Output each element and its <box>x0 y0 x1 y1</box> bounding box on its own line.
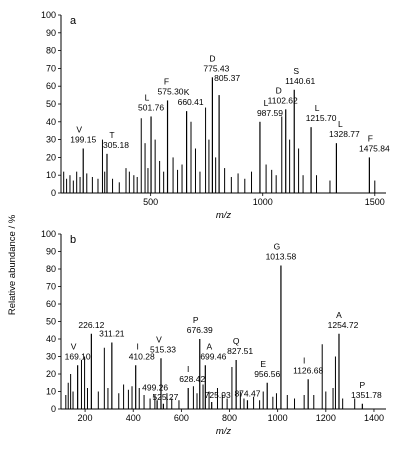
peak-ion-label: S <box>293 66 299 76</box>
peak-mz-label: 987.59 <box>257 108 283 118</box>
peak-ion-label: I <box>187 364 189 374</box>
y-tick-label: 70 <box>46 282 56 292</box>
peak-ion-label: D <box>276 85 282 95</box>
peak-ion-label: P <box>193 315 199 325</box>
panel-a-spectrum: 0 10 20 30 40 50 60 70 80 90 100 500 1000 1500 m/z a 199… <box>41 10 390 221</box>
x-tick-label: 600 <box>174 413 189 423</box>
peak-mz-label: 1475.84 <box>359 143 390 153</box>
y-tick-label: 50 <box>46 99 56 109</box>
peak-ion-label: F <box>368 133 373 143</box>
y-tick-label: 100 <box>41 10 56 20</box>
y-tick-label: 80 <box>46 46 56 56</box>
peak-mz-label: 1102.62 <box>268 95 298 105</box>
peak-mz-label: 1328.77 <box>329 129 360 139</box>
peak-ion-label: Q <box>233 336 240 346</box>
peak-mz-label: 1254.72 <box>328 320 359 330</box>
y-tick-label: 20 <box>46 369 56 379</box>
peak-ion-label: A <box>336 310 342 320</box>
peak-ion-label: A <box>206 341 212 351</box>
peak-mz-label: 515.33 <box>150 344 176 354</box>
peak-mz-label: 827.51 <box>227 346 253 356</box>
y-axis-title: Relative abundance / % <box>7 214 18 315</box>
peak-ion-label: G <box>274 242 281 252</box>
x-tick-label: 400 <box>126 413 141 423</box>
y-tick-label: 90 <box>46 247 56 257</box>
peak-mz-label: 410.28 <box>129 351 155 361</box>
peak-ion-label: K <box>184 87 190 97</box>
panel-b-spectrum: 0 10 20 30 40 50 60 70 80 90 100 200 400 600 800 1000 12… <box>41 229 386 437</box>
y-tick-label: 0 <box>51 404 56 414</box>
peak-mz-label: 169.10 <box>65 351 91 361</box>
peak-mz-label: 311.21 <box>99 329 125 339</box>
y-tick-label: 0 <box>51 188 56 198</box>
peak-ion-label: L <box>338 119 343 129</box>
peak-ion-label: I <box>303 355 305 365</box>
x-tick-label: 1500 <box>365 197 385 207</box>
peak-ion-label: L <box>264 98 269 108</box>
y-tick-label: 40 <box>46 334 56 344</box>
x-tick-label: 200 <box>78 413 93 423</box>
x-tick-label: 500 <box>143 197 158 207</box>
peak-ion-label: L <box>315 103 320 113</box>
peak-mz-label: 1351.78 <box>351 390 382 400</box>
y-tick-label: 30 <box>46 352 56 362</box>
peak-ion-label: T <box>109 130 114 140</box>
peak-mz-label: 499.26 <box>142 382 168 392</box>
peak-mz-label: 725.93 <box>205 390 231 400</box>
peak-mz-label: 525.27 <box>152 392 178 402</box>
peak-mz-label: 305.18 <box>103 140 129 150</box>
x-tick-label: 1000 <box>253 197 273 207</box>
peak-ion-label: D <box>209 53 215 63</box>
peak-ion-label: F <box>164 76 169 86</box>
peak-ion-label: V <box>76 125 82 135</box>
y-tick-label: 90 <box>46 28 56 38</box>
peak-mz-label: 805.37 <box>214 73 240 83</box>
peak-ion-label: E <box>260 359 266 369</box>
y-tick-label: 100 <box>41 229 56 239</box>
peak-mz-label: 501.76 <box>138 102 164 112</box>
peak-ion-label: V <box>156 334 162 344</box>
peak-mz-label: 199.15 <box>70 135 96 145</box>
x-tick-label: 800 <box>222 413 237 423</box>
peak-ion-label: P <box>360 380 366 390</box>
peak-mz-label: 660.41 <box>178 97 204 107</box>
peak-mz-label: 628.42 <box>179 374 205 384</box>
peak-mz-label: 575.30 <box>158 86 184 96</box>
x-axis-title: m/z <box>216 210 232 221</box>
peak-mz-label: 1013.58 <box>266 252 297 262</box>
peak-ion-label: I <box>137 341 139 351</box>
peak-mz-label: 1215.70 <box>306 113 337 123</box>
x-tick-label: 1200 <box>316 413 336 423</box>
peak-mz-label: 676.39 <box>187 325 213 335</box>
peak-mz-label: 956.56 <box>254 369 280 379</box>
peak-mz-label: 226.12 <box>78 320 104 330</box>
y-tick-label: 60 <box>46 81 56 91</box>
y-tick-label: 80 <box>46 264 56 274</box>
y-tick-label: 60 <box>46 299 56 309</box>
y-tick-label: 30 <box>46 135 56 145</box>
peak-mz-label: 775.43 <box>203 63 229 73</box>
peak-mz-label: 874.47 <box>234 388 260 398</box>
y-tick-label: 50 <box>46 317 56 327</box>
peak-mz-label: 699.46 <box>200 351 226 361</box>
y-tick-label: 20 <box>46 152 56 162</box>
panel-letter: b <box>70 234 76 246</box>
x-tick-label: 1400 <box>364 413 384 423</box>
x-axis-title: m/z <box>216 426 232 437</box>
y-tick-label: 10 <box>46 170 56 180</box>
x-tick-label: 1000 <box>268 413 288 423</box>
peak-ion-label: L <box>145 92 150 102</box>
y-tick-label: 70 <box>46 63 56 73</box>
peak-ion-label: V <box>71 341 77 351</box>
y-tick-label: 10 <box>46 387 56 397</box>
peak-mz-label: 1126.68 <box>293 365 323 375</box>
panel-letter: a <box>70 15 77 27</box>
peak-mz-label: 1140.61 <box>285 76 315 86</box>
y-tick-label: 40 <box>46 117 56 127</box>
